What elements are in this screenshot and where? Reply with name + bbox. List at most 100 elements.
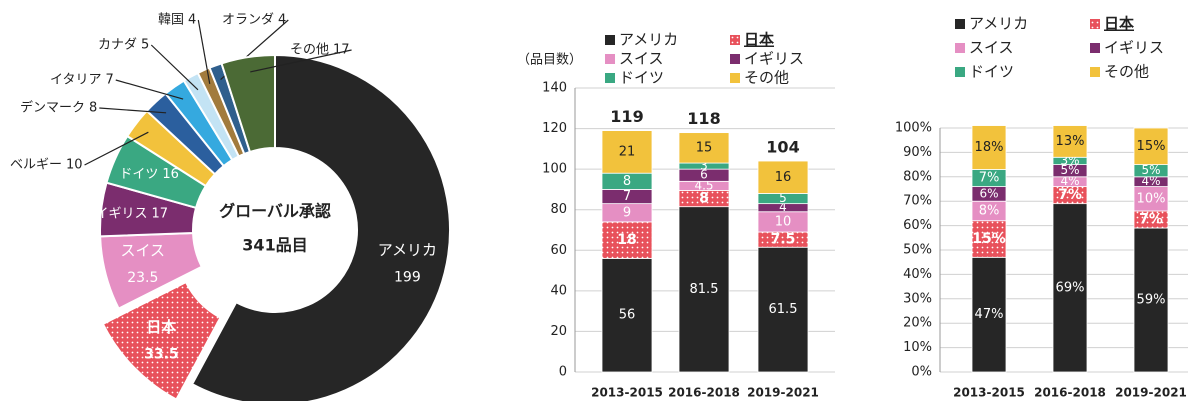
- bar-label: 16: [775, 170, 792, 185]
- slice-label: カナダ: [98, 38, 137, 53]
- slice-value: 5: [141, 38, 149, 53]
- legend-label: イギリス: [1104, 39, 1164, 57]
- bar-label: 7%: [979, 171, 1000, 186]
- bar-segment: [1052, 125, 1088, 158]
- bar-label: 69%: [1056, 280, 1085, 295]
- slice-value: 17: [151, 206, 168, 221]
- center-title: グローバル承認: [219, 202, 331, 221]
- y-tick-label: 0: [559, 365, 567, 380]
- legend-swatch: [955, 43, 965, 53]
- bar-label: 4%: [1141, 174, 1160, 188]
- legend-swatch: [1090, 67, 1100, 77]
- slice-value: 23.5: [127, 270, 158, 286]
- leader-line: [197, 19, 211, 85]
- leader-line: [84, 131, 149, 166]
- x-tick-label: 2016-2018: [1034, 386, 1106, 400]
- bar-segment: [971, 125, 1007, 170]
- y-tick-label: 70%: [903, 194, 932, 209]
- slice-value: 10: [66, 158, 83, 173]
- bar-label: 5: [779, 191, 787, 205]
- legend-label: ドイツ: [969, 63, 1014, 81]
- legend-label: 日本: [744, 31, 774, 49]
- y-tick-label: 10%: [903, 340, 932, 355]
- bar-total: 119: [610, 107, 643, 126]
- bar-label: 7: [623, 189, 631, 204]
- y-tick-label: 100: [542, 162, 567, 177]
- bar-label: 5%: [1060, 163, 1079, 177]
- bar-label: 15%: [1137, 139, 1166, 154]
- legend-swatch: [1090, 43, 1100, 53]
- bar-label: 8: [623, 174, 631, 189]
- y-tick-label: 60: [550, 243, 567, 258]
- slice-label: その他: [290, 43, 329, 58]
- bar-label: 10: [775, 214, 792, 229]
- bar-label: 8: [699, 191, 709, 207]
- bar-segment: [757, 246, 809, 373]
- pie-slice: [220, 53, 276, 154]
- bar-label: 5%: [1141, 163, 1160, 177]
- bar-label: 18: [617, 232, 636, 248]
- legend-swatch: [730, 35, 740, 45]
- slice-label: イギリス: [95, 206, 147, 221]
- bar-total: 104: [766, 138, 799, 157]
- legend-label: アメリカ: [619, 31, 678, 49]
- bar-label: 3: [700, 159, 708, 173]
- leader-line: [115, 79, 184, 100]
- bar-label: 8%: [979, 203, 1000, 218]
- slice-label: イタリア: [50, 73, 101, 88]
- y-tick-label: 0%: [911, 365, 932, 380]
- slice-value: 4: [188, 13, 196, 28]
- legend-swatch: [605, 54, 615, 64]
- x-tick-label: 2013-2015: [591, 386, 663, 400]
- slice-label: ドイツ: [119, 167, 158, 182]
- legend-label: スイス: [969, 39, 1014, 57]
- bar-segment: [601, 257, 653, 373]
- slice-value: 4: [278, 13, 286, 28]
- bar-segment: [1133, 186, 1169, 212]
- bar-label: 7.5: [771, 232, 796, 248]
- slice-label: オランダ: [222, 13, 274, 28]
- center-subtitle: 341品目: [242, 236, 307, 255]
- legend-swatch: [955, 19, 965, 29]
- legend-swatch: [605, 73, 615, 83]
- y-tick-label: 80: [550, 202, 567, 217]
- pie-slice: [190, 53, 451, 401]
- bar-label: 81.5: [690, 282, 719, 297]
- bar-label: 4: [779, 200, 787, 214]
- legend-swatch: [605, 35, 615, 45]
- bar-label: 15%: [972, 231, 1006, 247]
- legend-swatch: [730, 73, 740, 83]
- leader-line: [99, 107, 167, 114]
- bar-label: 6: [700, 168, 708, 182]
- y-tick-label: 30%: [903, 291, 932, 306]
- leader-line: [250, 49, 352, 73]
- y-tick-label: 100%: [895, 121, 932, 136]
- slice-value: 7: [105, 73, 113, 88]
- legend-swatch: [955, 67, 965, 77]
- bar-label: 15: [696, 140, 713, 155]
- bar-segment: [678, 132, 730, 164]
- y-tick-label: 80%: [903, 169, 932, 184]
- legend-swatch: [1090, 19, 1100, 29]
- bar-label: 13%: [1056, 134, 1085, 149]
- y-tick-label: 140: [542, 81, 567, 96]
- bar-total: 118: [687, 109, 720, 128]
- slice-value: 8: [89, 101, 97, 116]
- y-axis-label: （品目数）: [517, 53, 582, 68]
- legend-label: アメリカ: [969, 15, 1028, 33]
- bar-segment: [678, 206, 730, 373]
- x-tick-label: 2019-2021: [747, 386, 819, 400]
- bar-segment: [971, 220, 1007, 258]
- bar-label: 6%: [979, 186, 998, 200]
- legend-label: その他: [1104, 63, 1149, 81]
- x-tick-label: 2016-2018: [668, 386, 740, 400]
- bar-label: 7%: [1139, 212, 1163, 228]
- y-tick-label: 60%: [903, 218, 932, 233]
- bar-label: 7%: [1058, 187, 1082, 203]
- slice-label: ベルギー: [10, 158, 62, 173]
- slice-value: 17: [333, 43, 350, 58]
- y-tick-label: 40%: [903, 267, 932, 282]
- legend-label: ドイツ: [619, 69, 664, 87]
- bar-segment: [601, 130, 653, 174]
